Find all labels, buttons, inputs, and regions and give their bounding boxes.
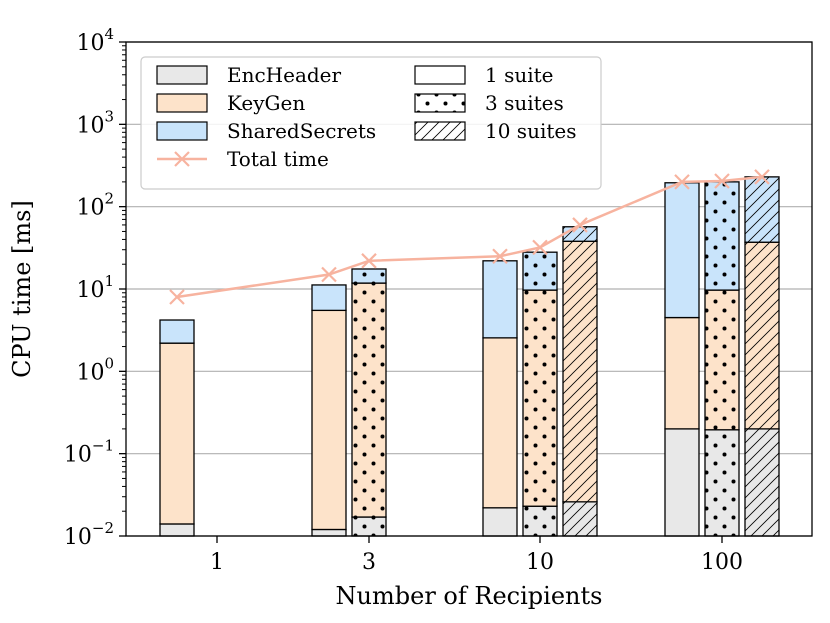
- bar-10r-10s-encheader-pattern: [563, 501, 597, 536]
- bar-1r-1s-sharedsecrets: [159, 319, 195, 344]
- total-time-marker-4: [532, 239, 548, 256]
- bars: [159, 176, 780, 537]
- legend-label-total-time: Total time: [227, 147, 329, 171]
- legend-swatch-keygen: [156, 93, 208, 113]
- x-tick-label-3: 100: [701, 550, 743, 575]
- y-tick-label-6: 104: [76, 25, 114, 56]
- bar-100r-3s-sharedsecrets-pattern: [705, 181, 739, 291]
- bar-10r-1s-sharedsecrets: [482, 260, 518, 339]
- legend-label-suites-3: 3 suites: [485, 91, 564, 115]
- legend-pattern-suites-10: [415, 122, 465, 140]
- x-tick-label-0: 1: [210, 550, 224, 575]
- y-axis-label: CPU time [ms]: [8, 200, 36, 378]
- y-tick-label-5: 103: [76, 107, 114, 138]
- y-tick-label-3: 101: [76, 272, 114, 303]
- total-time-marker-3: [492, 248, 508, 265]
- bar-3r-3s-encheader-pattern: [352, 517, 386, 536]
- bar-3r-1s-keygen: [311, 309, 347, 531]
- bar-1r-1s-keygen: [159, 342, 195, 525]
- bar-10r-1s-encheader: [482, 507, 518, 537]
- y-tick-label-2: 100: [76, 354, 114, 385]
- bar-100r-10s-encheader-pattern: [745, 428, 779, 536]
- legend-swatch-sharedsecrets: [156, 121, 208, 141]
- bar-100r-10s-keygen-pattern: [745, 242, 779, 429]
- total-time-marker-2: [361, 253, 377, 269]
- legend-pattern-suites-3: [415, 94, 465, 112]
- bar-10r-3s-encheader-pattern: [523, 506, 557, 536]
- bar-10r-10s-keygen-pattern: [563, 241, 597, 502]
- legend-swatch-encheader: [156, 65, 208, 85]
- bar-10r-10s-sharedsecrets-pattern: [563, 226, 597, 242]
- legend-label-suites-1: 1 suite: [485, 63, 554, 87]
- total-time-marker-6: [674, 174, 690, 190]
- bar-3r-3s-sharedsecrets-pattern: [352, 268, 386, 284]
- legend-label-sharedsecrets: SharedSecrets: [227, 119, 376, 143]
- total-time-marker-1: [321, 266, 337, 283]
- bar-100r-3s-encheader-pattern: [705, 429, 739, 536]
- total-time-marker-0: [169, 289, 185, 305]
- x-axis-label: Number of Recipients: [336, 582, 603, 610]
- total-time-marker-5: [572, 217, 588, 233]
- legend: EncHeader KeyGen SharedSecrets Total time 1 …: [140, 56, 602, 190]
- legend-box: [140, 56, 602, 190]
- x-tick-label-2: 10: [526, 550, 554, 575]
- bar-10r-3s-sharedsecrets-pattern: [523, 252, 557, 291]
- bar-1r-1s-encheader: [159, 523, 195, 537]
- legend-label-keygen: KeyGen: [227, 91, 305, 115]
- bar-3r-1s-encheader: [311, 528, 347, 537]
- y-tick-label-0: 10−2: [64, 519, 114, 550]
- total-time-series: [169, 169, 770, 305]
- legend-total-time-marker: [174, 151, 190, 167]
- bar-3r-3s-keygen-pattern: [352, 283, 386, 518]
- y-tick-label-4: 102: [76, 190, 114, 221]
- bar-10r-1s-keygen: [482, 337, 518, 509]
- legend-label-encheader: EncHeader: [227, 63, 342, 87]
- axes: 10−2 10−1 100 101 102 103 104 1 3 10 100 Number of …: [8, 25, 813, 610]
- bar-100r-1s-encheader: [664, 428, 700, 537]
- total-time-marker-7: [714, 173, 730, 189]
- bar-100r-1s-sharedsecrets: [664, 182, 700, 319]
- x-tick-label-1: 3: [362, 550, 376, 575]
- total-time-marker-8: [754, 169, 770, 185]
- bar-100r-1s-keygen: [664, 316, 700, 430]
- bar-100r-10s-sharedsecrets-pattern: [745, 176, 779, 243]
- legend-swatch-suites-1: [414, 65, 466, 85]
- legend-label-suites-10: 10 suites: [485, 119, 576, 143]
- y-tick-label-1: 10−1: [64, 437, 114, 468]
- bar-3r-1s-sharedsecrets: [311, 284, 347, 312]
- bar-10r-3s-keygen-pattern: [523, 290, 557, 507]
- bar-100r-3s-keygen-pattern: [705, 290, 739, 430]
